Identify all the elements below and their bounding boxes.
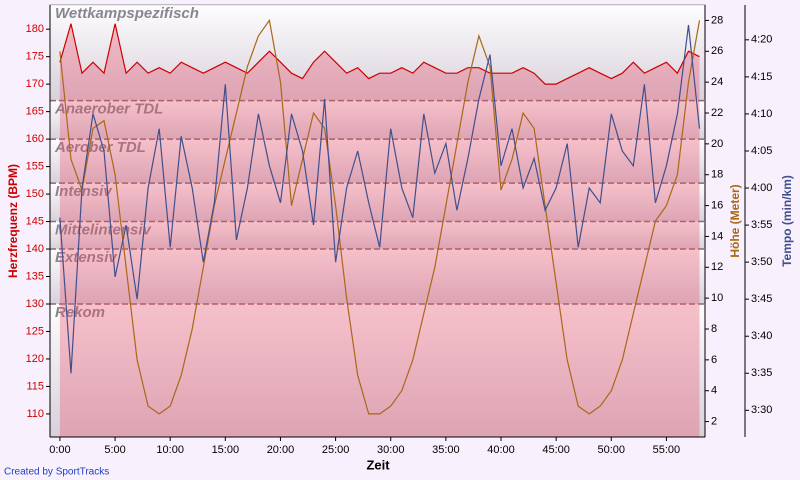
- y2-tick-label: 12: [711, 261, 723, 273]
- x-tick-label: 20:00: [267, 444, 295, 456]
- x-tick-label: 30:00: [377, 444, 405, 456]
- y2-tick-label: 10: [711, 292, 723, 304]
- y2-axis-title: Höhe (Meter): [728, 184, 742, 257]
- y3-tick-label: 4:00: [751, 182, 772, 194]
- y-tick-label: 150: [26, 188, 44, 200]
- zone-band: [50, 183, 705, 222]
- x-tick-label: 25:00: [322, 444, 350, 456]
- y3-tick-label: 3:45: [751, 293, 772, 305]
- y3-tick-label: 4:10: [751, 108, 772, 120]
- y3-tick-label: 3:30: [751, 404, 772, 416]
- zone-label: Intensiv: [55, 183, 113, 200]
- y-tick-label: 145: [26, 215, 44, 227]
- y-tick-label: 125: [26, 325, 44, 337]
- y2-tick-label: 16: [711, 199, 723, 211]
- y2-tick-label: 4: [711, 385, 717, 397]
- zone-label: Anaerober TDL: [54, 101, 163, 118]
- x-tick-label: 55:00: [653, 444, 681, 456]
- y-tick-label: 175: [26, 51, 44, 63]
- y3-tick-label: 3:35: [751, 367, 772, 379]
- x-tick-label: 0:00: [49, 444, 70, 456]
- x-tick-label: 45:00: [542, 444, 570, 456]
- y2-tick-label: 2: [711, 415, 717, 427]
- zone-label: Aerober TDL: [54, 139, 146, 156]
- series-line: [59, 23, 700, 85]
- y-tick-label: 180: [26, 23, 44, 35]
- zone-band: [50, 139, 705, 184]
- y3-tick-label: 3:55: [751, 219, 772, 231]
- y3-tick-label: 4:15: [751, 71, 772, 83]
- y2-tick-label: 18: [711, 169, 723, 181]
- y-tick-label: 110: [26, 408, 44, 420]
- y2-tick-label: 24: [711, 76, 723, 88]
- x-axis-title: Zeit: [366, 457, 390, 472]
- y-axis-title: Herzfrequenz (BPM): [6, 164, 20, 278]
- y-tick-label: 115: [26, 380, 44, 392]
- zone-band: [50, 303, 705, 437]
- y2-tick-label: 28: [711, 14, 723, 26]
- series-line: [59, 24, 701, 374]
- y-tick-label: 165: [26, 106, 44, 118]
- zone-label: Extensiv: [55, 249, 118, 266]
- x-tick-label: 10:00: [156, 444, 184, 456]
- y2-tick-label: 22: [711, 107, 723, 119]
- zone-band: [50, 5, 705, 101]
- y3-tick-label: 4:05: [751, 145, 772, 157]
- zone-band: [50, 249, 705, 304]
- y3-tick-label: 4:20: [751, 34, 772, 46]
- series-line: [59, 18, 701, 415]
- y2-tick-label: 20: [711, 138, 723, 150]
- y2-tick-label: 8: [711, 323, 717, 335]
- y-tick-label: 120: [26, 353, 44, 365]
- zone-band: [50, 221, 705, 250]
- y2-tick-label: 6: [711, 354, 717, 366]
- y-tick-label: 155: [26, 160, 44, 172]
- zone-label: Wettkampspezifisch: [55, 5, 199, 22]
- y3-tick-label: 3:50: [751, 256, 772, 268]
- y-tick-label: 170: [26, 78, 44, 90]
- y-tick-label: 140: [26, 243, 44, 255]
- x-tick-label: 50:00: [598, 444, 626, 456]
- y3-tick-label: 3:40: [751, 330, 772, 342]
- y-tick-label: 160: [26, 133, 44, 145]
- y-tick-label: 135: [26, 270, 44, 282]
- hr-area: [59, 23, 700, 437]
- y3-axis-title: Tempo (min/km): [780, 175, 794, 267]
- y2-tick-label: 14: [711, 230, 723, 242]
- y2-tick-label: 26: [711, 45, 723, 57]
- y-tick-label: 130: [26, 298, 44, 310]
- x-tick-label: 5:00: [104, 444, 125, 456]
- x-tick-label: 15:00: [212, 444, 240, 456]
- x-tick-label: 35:00: [432, 444, 460, 456]
- x-tick-label: 40:00: [487, 444, 515, 456]
- footer: Created by SportTracks: [4, 467, 109, 478]
